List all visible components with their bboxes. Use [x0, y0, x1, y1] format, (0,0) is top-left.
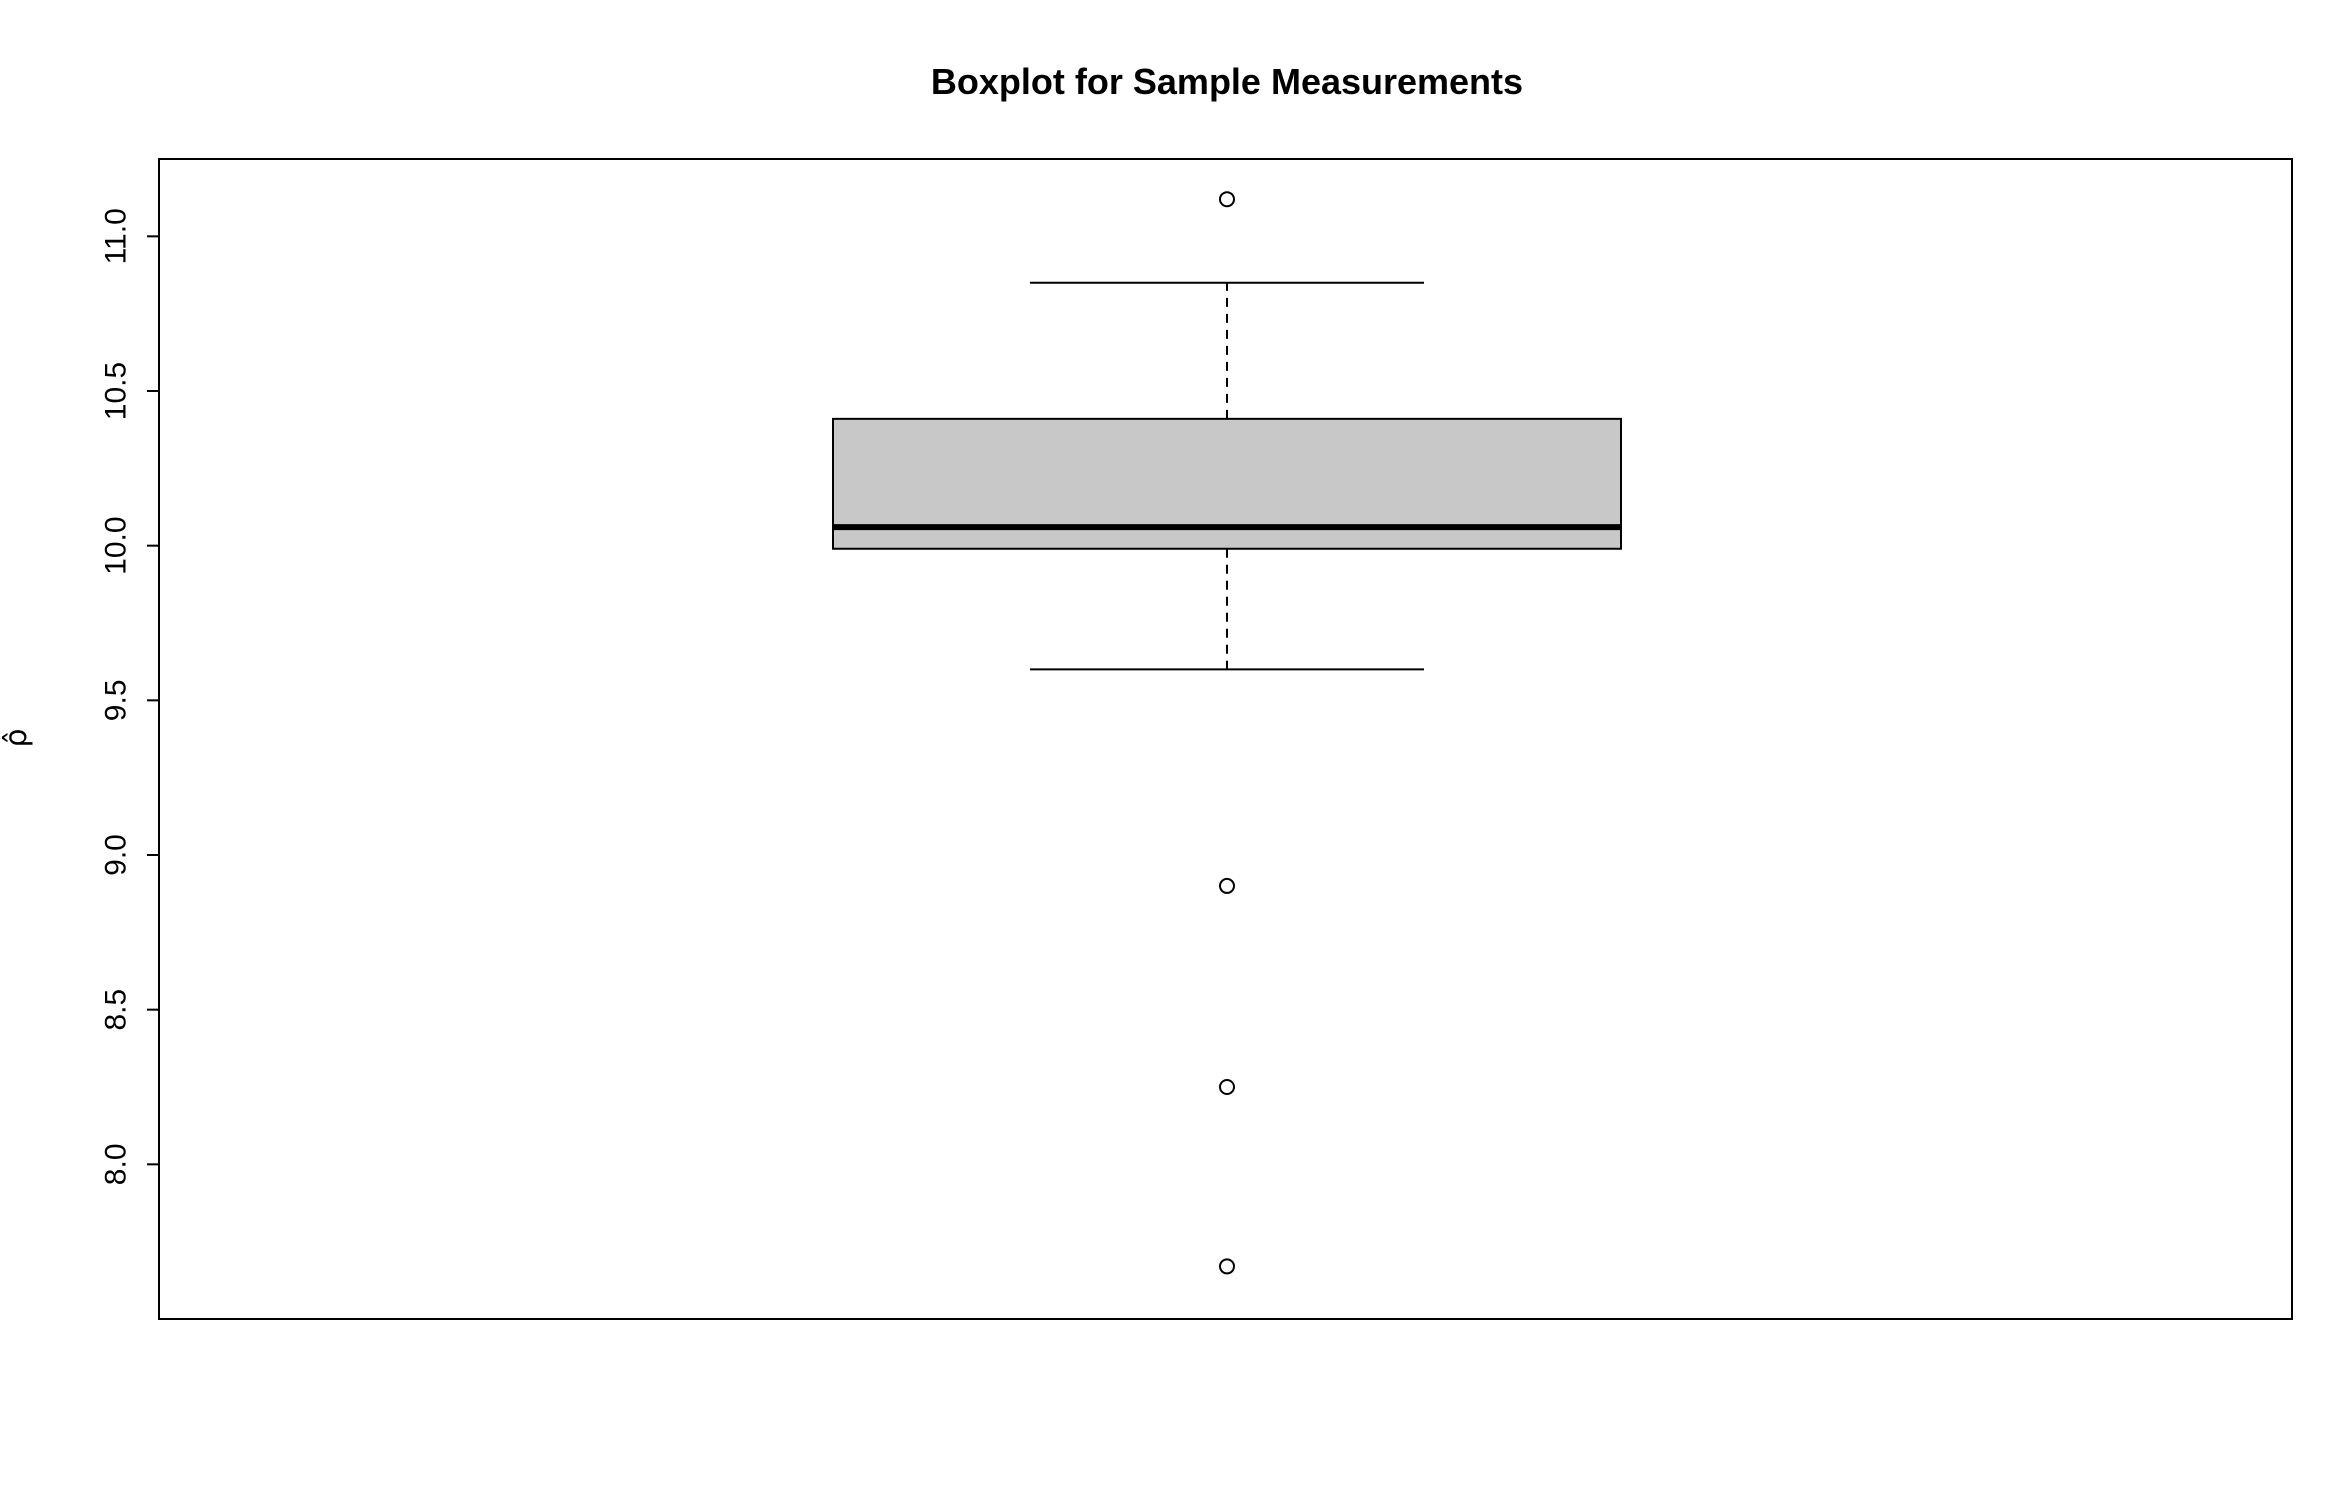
- chart-title: Boxplot for Sample Measurements: [931, 61, 1523, 102]
- y-tick-label: 10.0: [100, 516, 133, 574]
- plot-frame: [158, 158, 2293, 1320]
- box-group: [832, 281, 1622, 671]
- outlier-point: [1219, 191, 1235, 208]
- outlier-point: [1219, 1258, 1235, 1275]
- outlier-group: [1219, 191, 1235, 1275]
- y-tick-label: 10.5: [100, 362, 133, 420]
- outlier-point: [1219, 1079, 1235, 1095]
- y-tick-label: 8.5: [100, 989, 133, 1031]
- y-tick-label: 9.0: [100, 834, 133, 876]
- outlier-point: [1219, 877, 1235, 894]
- y-axis-label: ρ̂: [0, 728, 34, 747]
- y-tick-label: 9.5: [100, 679, 133, 721]
- y-axis: 8.0 8.5 9.0 9.5 10.0 10.5 11.0: [100, 208, 160, 1185]
- y-tick-label: 11.0: [100, 208, 133, 264]
- y-tick-label: 8.0: [100, 1143, 133, 1185]
